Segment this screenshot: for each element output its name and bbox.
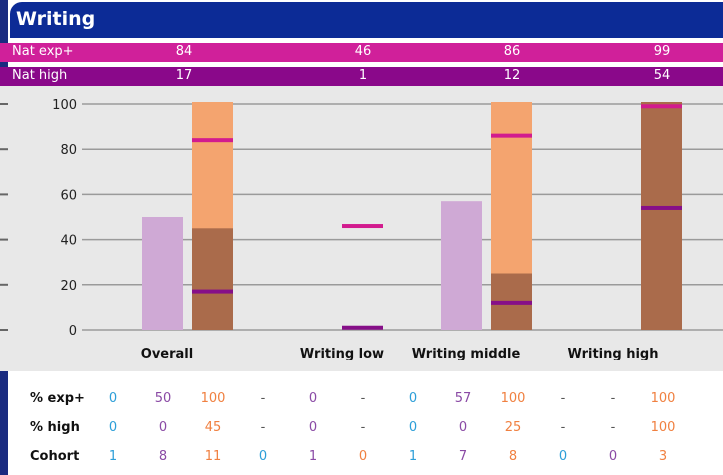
table-cell: 8 [508, 449, 518, 464]
table-cell: 57 [454, 391, 472, 406]
table-cell: 45 [204, 420, 222, 435]
y-tick-label: 0 [69, 324, 77, 339]
nat-high-marker [491, 300, 532, 305]
nat-exp-marker [342, 224, 383, 229]
table-row-label: % exp+ [30, 391, 85, 406]
nat-high-marker [342, 325, 383, 330]
nat-exp-marker [491, 133, 532, 138]
table-cell: 100 [200, 391, 226, 406]
nat-high-label: Nat high [12, 68, 68, 83]
nat-exp-marker [641, 104, 682, 109]
nat-high-band: Nat high 17 1 12 54 [0, 67, 723, 86]
y-tick-label: 20 [60, 279, 77, 294]
table-row-label: % high [30, 420, 80, 435]
nat-exp-value: 84 [175, 44, 193, 59]
nat-high-marker [641, 205, 682, 210]
y-tick-label: 80 [60, 143, 77, 158]
table-cell: 0 [108, 420, 118, 435]
table-cell: 0 [308, 420, 318, 435]
table-cell: 0 [458, 420, 468, 435]
category-label: Writing high [567, 347, 658, 360]
table-cell: 11 [204, 449, 222, 464]
nat-exp-value: 46 [354, 44, 372, 59]
table-cell: - [560, 391, 566, 406]
table-cell: - [260, 420, 266, 435]
table-cell: 3 [658, 449, 668, 464]
bar-middle [441, 201, 482, 330]
category-label: Writing middle [412, 347, 521, 360]
table-cell: 25 [504, 420, 522, 435]
table-cell: 0 [408, 420, 418, 435]
table-cell: - [360, 391, 366, 406]
nat-exp-label: Nat exp+ [12, 44, 74, 59]
header-bar: Writing [10, 2, 723, 38]
table-cell: 0 [308, 391, 318, 406]
nat-high-value: 1 [358, 68, 368, 83]
nat-high-value: 17 [175, 68, 193, 83]
table-cell: 0 [558, 449, 568, 464]
nat-exp-value: 99 [653, 44, 671, 59]
category-label: Writing low [300, 347, 384, 360]
nat-high-value: 12 [503, 68, 521, 83]
table-cell: 0 [258, 449, 268, 464]
table-cell: - [610, 391, 616, 406]
table-row-label: Cohort [30, 449, 80, 464]
y-tick-label: 100 [52, 98, 77, 113]
nat-exp-band: Nat exp+ 84 46 86 99 [0, 43, 723, 62]
page-title: Writing [16, 8, 96, 30]
y-tick-label: 60 [60, 188, 77, 203]
table-cell: 50 [154, 391, 172, 406]
table-cell: 100 [500, 391, 526, 406]
table-cell: 100 [650, 391, 676, 406]
table-cell: 0 [358, 449, 368, 464]
table-cell: 100 [650, 420, 676, 435]
table-cell: 8 [158, 449, 168, 464]
table-cell: - [610, 420, 616, 435]
table-cell: - [360, 420, 366, 435]
category-label: Overall [141, 347, 193, 360]
table-cell: 1 [408, 449, 418, 464]
table-cell: 1 [108, 449, 118, 464]
chart-background [0, 86, 723, 371]
table-cell: - [560, 420, 566, 435]
table-cell: 0 [108, 391, 118, 406]
table-cell: 7 [458, 449, 468, 464]
bar-high [641, 102, 682, 330]
y-tick-label: 40 [60, 234, 77, 249]
nat-high-value: 54 [653, 68, 671, 83]
bar-chart: 0 20 40 60 80 100 Overall Writing low Writing mi… [0, 98, 723, 360]
table-cell: 0 [408, 391, 418, 406]
bar-high [192, 228, 233, 330]
nat-exp-marker [192, 138, 233, 143]
table-cell: 0 [158, 420, 168, 435]
table-cell: 0 [608, 449, 618, 464]
bar-middle [142, 217, 183, 330]
nat-exp-value: 86 [503, 44, 521, 59]
table-cell: 1 [308, 449, 318, 464]
nat-high-marker [192, 289, 233, 294]
table-cell: - [260, 391, 266, 406]
